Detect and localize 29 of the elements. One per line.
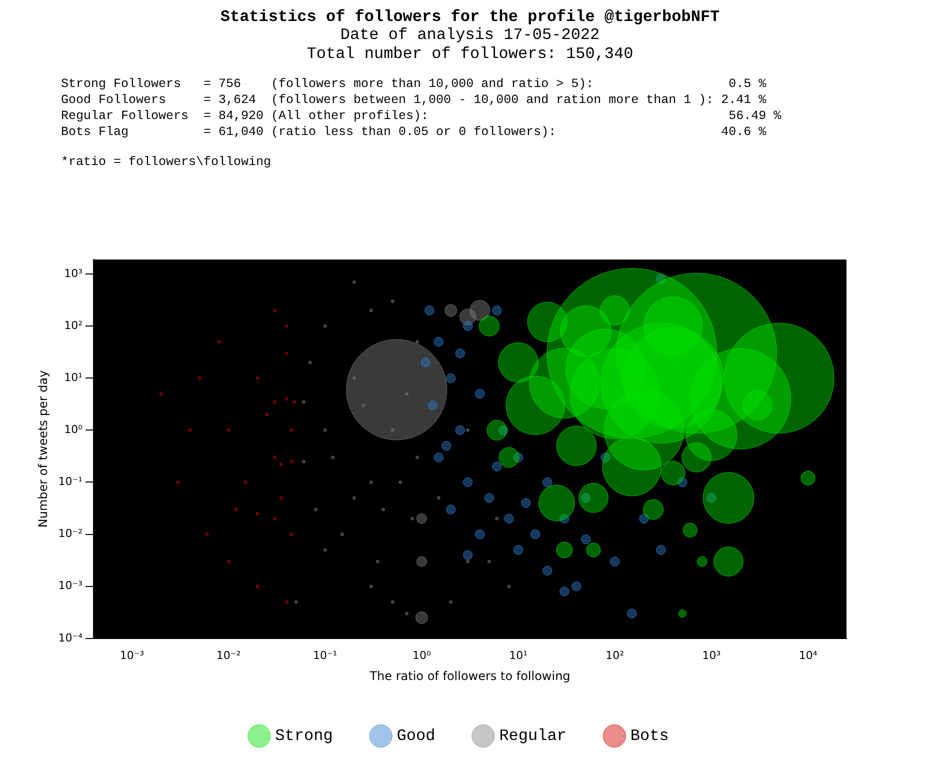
x-tick-label: 10³: [702, 648, 721, 662]
text: Strong Followers = 756 (followers more than 10,000 and ratio > 5): 0.5 %: [61, 76, 768, 92]
legend-label: Strong: [275, 727, 333, 746]
x-tick-label: 10⁻²: [216, 648, 241, 662]
y-tick-label: 10³: [64, 266, 82, 280]
y-tick-label: 10⁻²: [58, 527, 82, 540]
x-tick-label: 10⁻³: [120, 648, 144, 662]
y-tick-label: 10⁻¹: [58, 475, 82, 488]
text: Regular Followers = 84,920 (All other profiles): 56.49 %: [61, 108, 782, 124]
chart-subtitle: Date of analysis 17-05-2022 Total number of followers: 150,340: [306, 26, 634, 64]
x-tick-label: 10⁴: [798, 648, 818, 662]
y-tick-label: 10⁻⁴: [58, 631, 84, 644]
x-tick-label: 10⁻¹: [313, 648, 338, 662]
text: Good Followers = 3,624 (followers between 1,000 - 10,000 and ration more than 1 ): 2.41 %: [61, 92, 768, 108]
legend-label: Regular: [499, 727, 566, 746]
y-tick-label: 10²: [64, 318, 82, 332]
y-tick-label: 10¹: [64, 370, 82, 384]
y-tick-label: 10⁰: [64, 423, 84, 436]
x-axis-title: The ratio of followers to following: [368, 668, 570, 683]
text: Bots Flag = 61,040 (ratio less than 0.05 or 0 followers): 40.6 %: [61, 124, 768, 140]
text: *ratio = followers\following: [61, 154, 272, 170]
x-tick-label: 10⁰: [412, 648, 432, 662]
x-tick-label: 10¹: [509, 648, 528, 662]
legend-label: Good: [396, 727, 436, 746]
chart-title: Statistics of followers for the profile @tigerbobNFT: [219, 8, 721, 26]
y-axis-title: Number of tweets per day: [36, 370, 50, 528]
legend-label: Bots: [630, 727, 669, 746]
x-tick-label: 10²: [606, 648, 624, 662]
y-tick-label: 10⁻³: [58, 579, 82, 592]
